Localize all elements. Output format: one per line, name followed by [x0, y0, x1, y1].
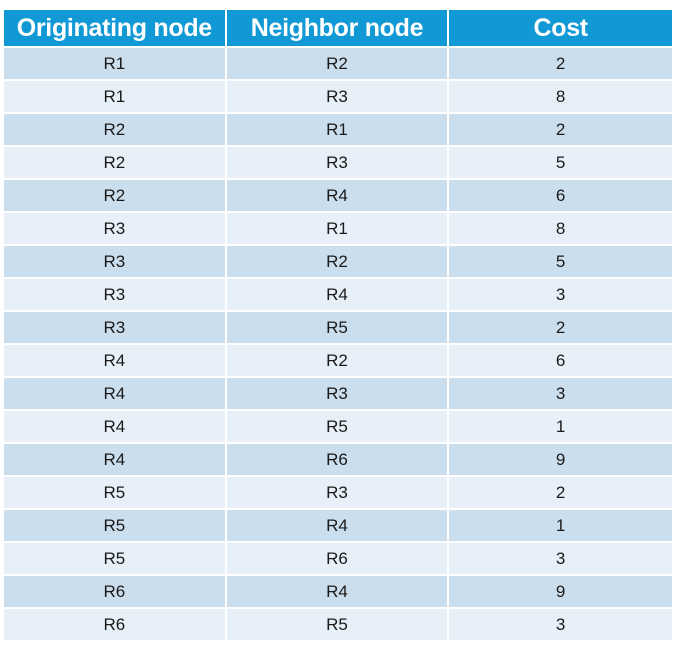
neighbor-node-cell: R5 [226, 609, 448, 640]
originating-node-cell: R4 [4, 411, 225, 442]
cost-cell: 3 [449, 378, 672, 409]
cost-cell: 9 [449, 576, 672, 607]
cost-cell: 2 [449, 114, 672, 145]
table-row: R2 R4 6 [4, 180, 672, 211]
neighbor-node-cell: R6 [226, 444, 448, 475]
originating-node-cell: R2 [4, 147, 225, 178]
originating-node-cell: R1 [4, 48, 225, 79]
header-row: Originating node Neighbor node Cost [4, 10, 672, 46]
table-row: R4 R2 6 [4, 345, 672, 376]
neighbor-node-cell: R4 [226, 576, 448, 607]
neighbor-node-cell: R6 [226, 543, 448, 574]
table-row: R5 R4 1 [4, 510, 672, 541]
table-row: R4 R5 1 [4, 411, 672, 442]
cost-cell: 1 [449, 411, 672, 442]
cost-cell: 2 [449, 477, 672, 508]
originating-node-cell: R5 [4, 510, 225, 541]
originating-node-cell: R3 [4, 246, 225, 277]
table-header: Originating node Neighbor node Cost [4, 10, 672, 46]
originating-node-cell: R3 [4, 213, 225, 244]
neighbor-node-cell: R5 [226, 312, 448, 343]
neighbor-node-cell: R1 [226, 213, 448, 244]
cost-cell: 5 [449, 246, 672, 277]
originating-node-cell: R6 [4, 609, 225, 640]
table-row: R3 R2 5 [4, 246, 672, 277]
cost-cell: 2 [449, 312, 672, 343]
table-row: R3 R1 8 [4, 213, 672, 244]
table-row: R4 R6 9 [4, 444, 672, 475]
neighbor-node-cell: R1 [226, 114, 448, 145]
originating-node-cell: R3 [4, 279, 225, 310]
cost-cell: 3 [449, 279, 672, 310]
table-row: R4 R3 3 [4, 378, 672, 409]
neighbor-node-cell: R3 [226, 477, 448, 508]
table-row: R5 R6 3 [4, 543, 672, 574]
cost-cell: 3 [449, 543, 672, 574]
table-row: R2 R3 5 [4, 147, 672, 178]
table-row: R1 R2 2 [4, 48, 672, 79]
originating-node-cell: R2 [4, 180, 225, 211]
column-header-cost: Cost [449, 10, 672, 46]
column-header-originating-node: Originating node [4, 10, 225, 46]
originating-node-cell: R4 [4, 378, 225, 409]
neighbor-node-cell: R2 [226, 345, 448, 376]
table-row: R3 R5 2 [4, 312, 672, 343]
neighbor-node-cell: R4 [226, 180, 448, 211]
originating-node-cell: R5 [4, 543, 225, 574]
originating-node-cell: R2 [4, 114, 225, 145]
table-row: R6 R5 3 [4, 609, 672, 640]
originating-node-cell: R3 [4, 312, 225, 343]
neighbor-node-cell: R3 [226, 147, 448, 178]
neighbor-node-cell: R4 [226, 510, 448, 541]
cost-cell: 2 [449, 48, 672, 79]
table-body: R1 R2 2 R1 R3 8 R2 R1 2 R2 R3 5 R2 R4 6 R3 R1 8 R3 R2 5 R3 R4 3… [4, 48, 672, 640]
table-row: R5 R3 2 [4, 477, 672, 508]
table-row: R3 R4 3 [4, 279, 672, 310]
originating-node-cell: R6 [4, 576, 225, 607]
link-cost-table-container: Originating node Neighbor node Cost R1 R2… [4, 8, 672, 642]
cost-cell: 8 [449, 81, 672, 112]
link-cost-table: Originating node Neighbor node Cost R1 R2… [2, 8, 674, 642]
cost-cell: 5 [449, 147, 672, 178]
neighbor-node-cell: R2 [226, 48, 448, 79]
originating-node-cell: R1 [4, 81, 225, 112]
originating-node-cell: R5 [4, 477, 225, 508]
neighbor-node-cell: R3 [226, 378, 448, 409]
table-row: R1 R3 8 [4, 81, 672, 112]
neighbor-node-cell: R4 [226, 279, 448, 310]
originating-node-cell: R4 [4, 345, 225, 376]
neighbor-node-cell: R5 [226, 411, 448, 442]
cost-cell: 3 [449, 609, 672, 640]
cost-cell: 6 [449, 345, 672, 376]
cost-cell: 1 [449, 510, 672, 541]
neighbor-node-cell: R3 [226, 81, 448, 112]
cost-cell: 8 [449, 213, 672, 244]
cost-cell: 6 [449, 180, 672, 211]
column-header-neighbor-node: Neighbor node [226, 10, 448, 46]
table-row: R2 R1 2 [4, 114, 672, 145]
originating-node-cell: R4 [4, 444, 225, 475]
table-row: R6 R4 9 [4, 576, 672, 607]
neighbor-node-cell: R2 [226, 246, 448, 277]
cost-cell: 9 [449, 444, 672, 475]
